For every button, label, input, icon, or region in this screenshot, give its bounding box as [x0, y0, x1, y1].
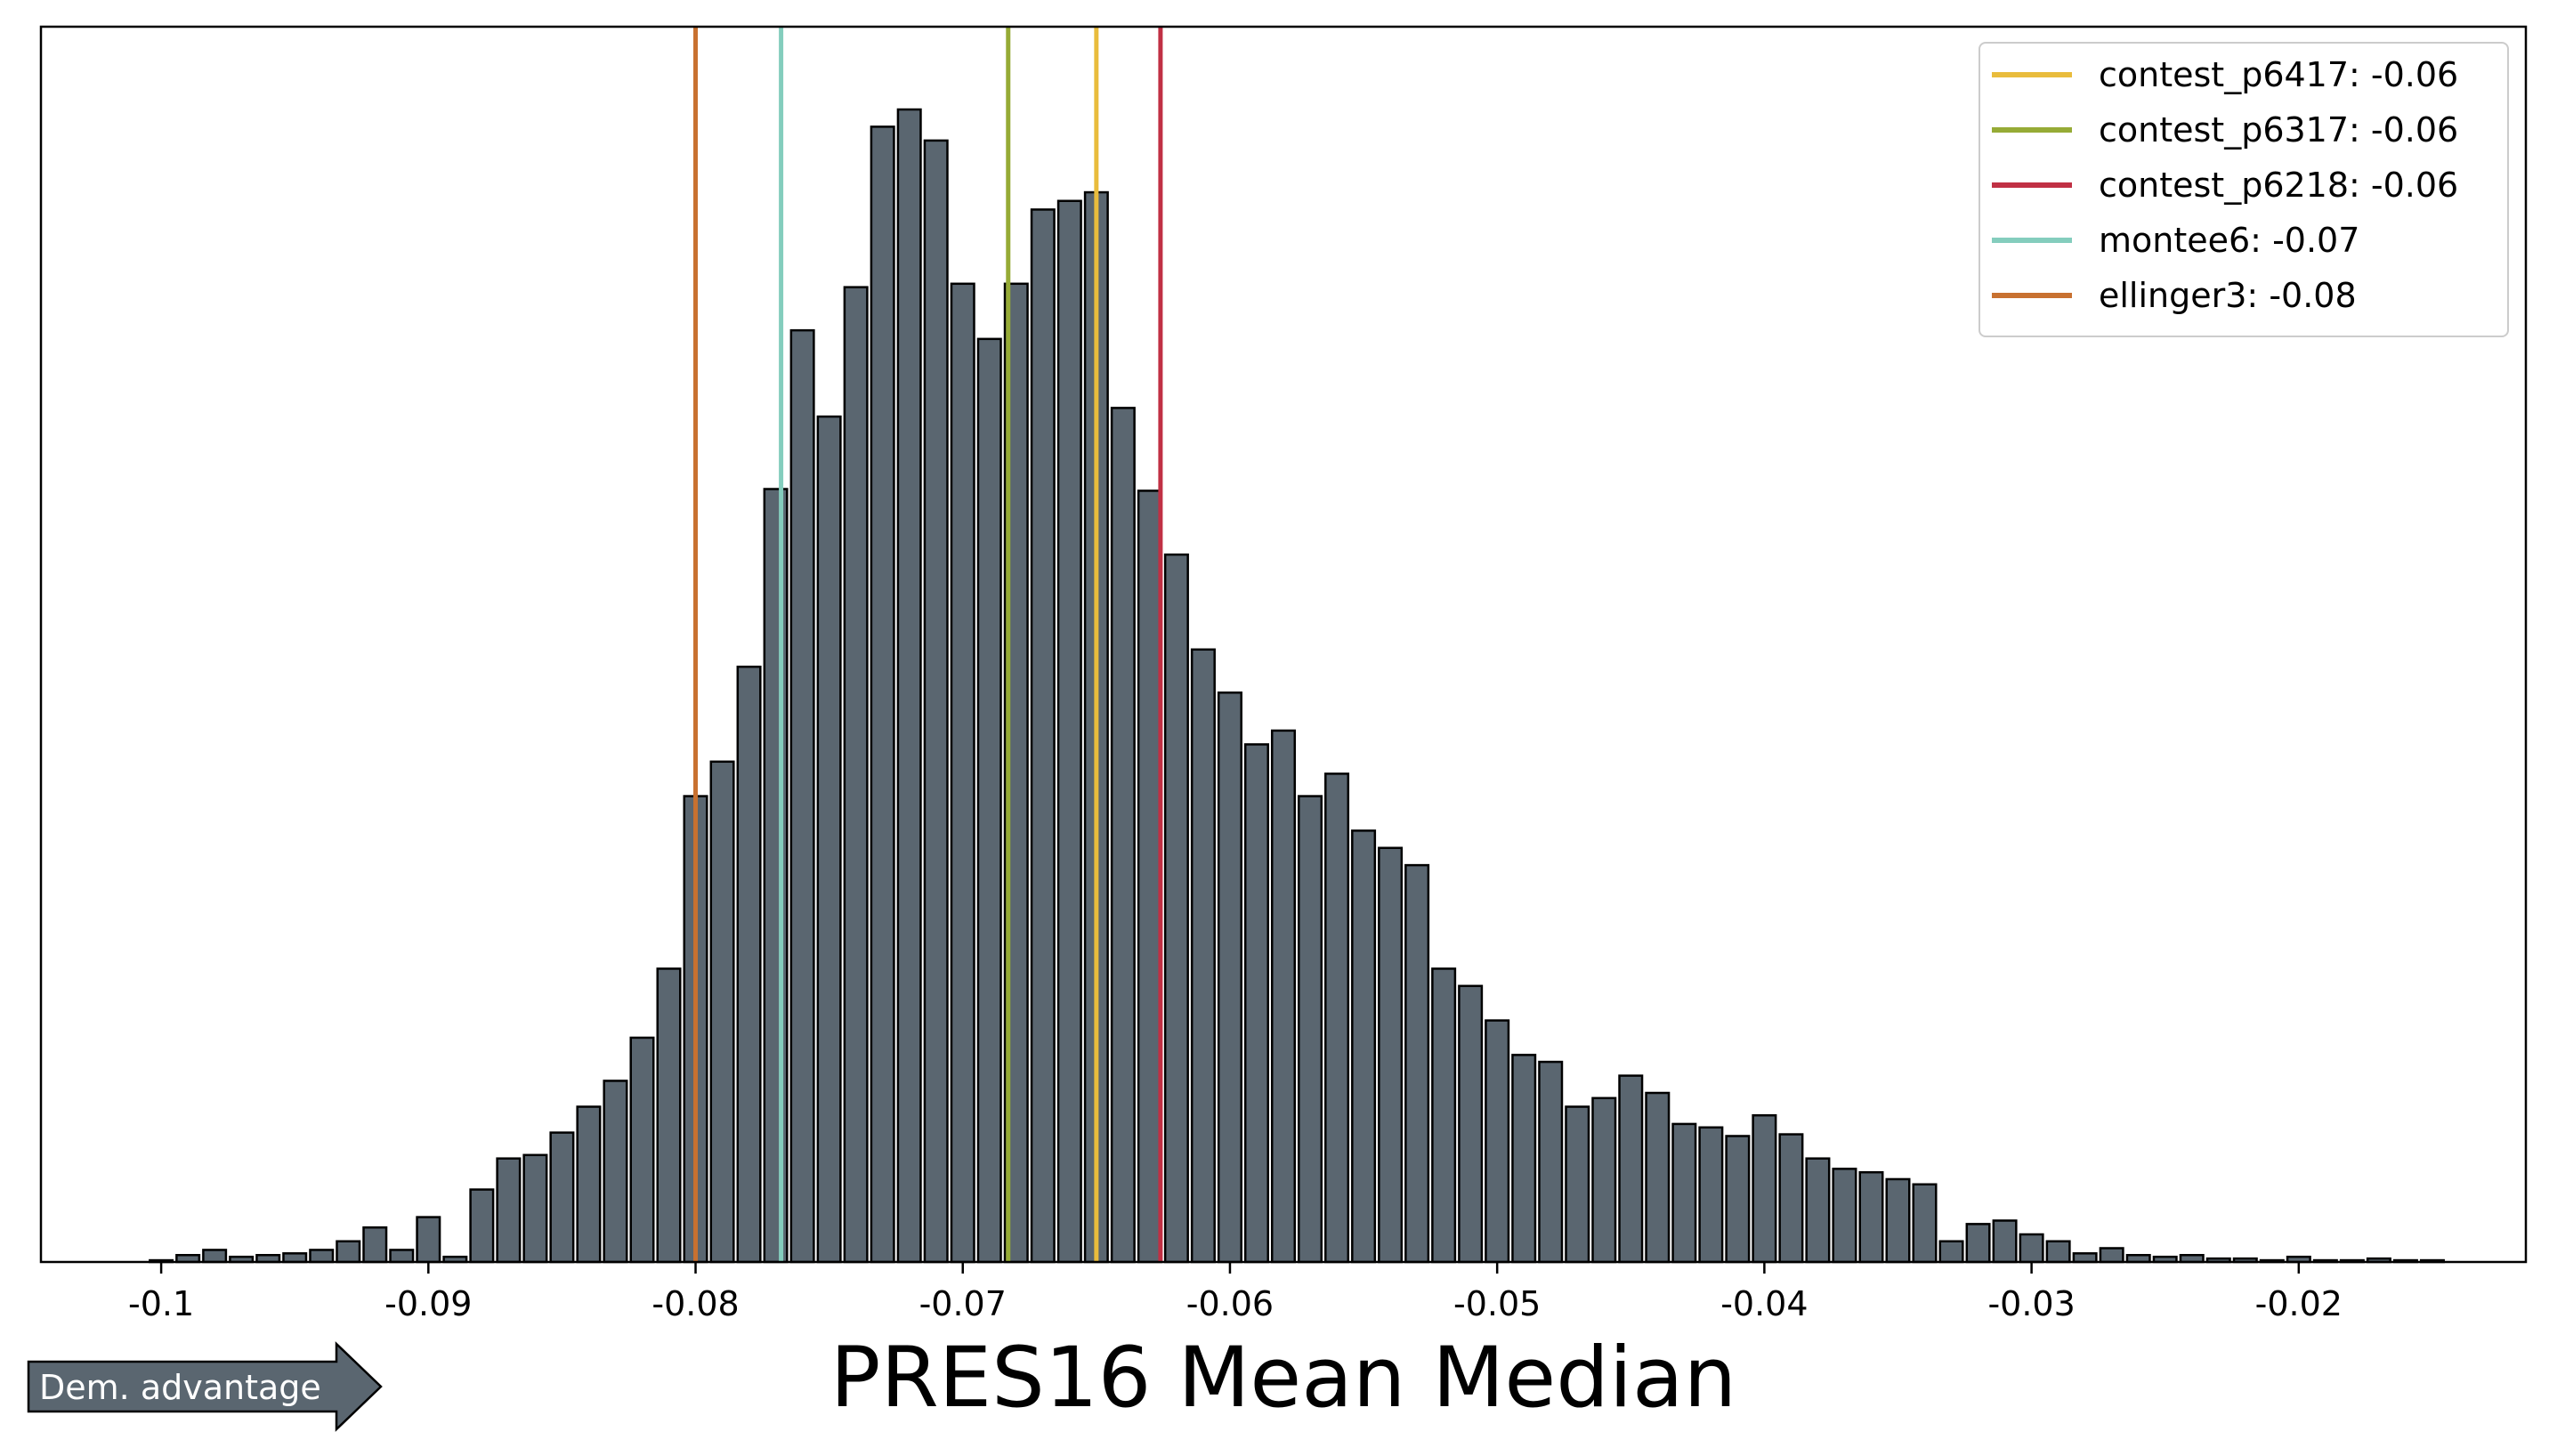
legend-entry-label: montee6: -0.07 [2099, 221, 2359, 260]
x-tick-label: -0.03 [1987, 1284, 2075, 1323]
histogram-bar [2072, 1252, 2098, 1264]
histogram-bar [1404, 863, 1430, 1264]
histogram-bar [416, 1216, 441, 1264]
histogram-bar [1778, 1133, 1804, 1264]
histogram-bar [202, 1249, 228, 1264]
histogram-bar [1351, 829, 1377, 1264]
histogram-bar [870, 125, 895, 1264]
histogram-bar [1190, 648, 1216, 1264]
histogram-bar [336, 1240, 361, 1264]
histogram-bar [629, 1036, 655, 1264]
histogram-bar [576, 1105, 602, 1264]
dem-advantage-label: Dem. advantage [39, 1368, 321, 1407]
legend-entry-label: contest_p6218: -0.06 [2099, 166, 2458, 205]
histogram-bar [923, 139, 949, 1264]
histogram-bar [896, 108, 922, 1264]
histogram-bar [816, 415, 842, 1264]
histogram-bar [522, 1153, 548, 1264]
plot-frame [39, 25, 2528, 1264]
legend-entry-label: contest_p6417: -0.06 [2099, 55, 2458, 94]
x-tick-label: -0.02 [2255, 1284, 2343, 1323]
histogram-bar [362, 1225, 388, 1264]
legend-entry-label: contest_p6317: -0.06 [2099, 110, 2458, 150]
histogram-bar [282, 1252, 308, 1264]
x-tick-label: -0.05 [1453, 1284, 1541, 1323]
x-tick-label: -0.06 [1186, 1284, 1274, 1323]
histogram-bar [309, 1249, 335, 1264]
histogram-bar [1591, 1096, 1617, 1264]
x-tick-label: -0.04 [1720, 1284, 1808, 1323]
histogram-bar [1618, 1074, 1644, 1264]
histogram-bar [1110, 407, 1136, 1264]
histogram-bar [789, 328, 815, 1264]
histogram-bar [496, 1157, 522, 1264]
arrow-shape [27, 1341, 383, 1432]
histogram-bar [1832, 1168, 1857, 1264]
histogram-bar [1992, 1219, 2018, 1264]
histogram-bar [950, 282, 975, 1264]
histogram-bar [1885, 1177, 1911, 1264]
histogram-bar [1645, 1091, 1671, 1264]
histogram-bar [1137, 489, 1162, 1264]
histogram-bar [469, 1188, 495, 1264]
histogram-bar [1671, 1122, 1697, 1264]
histogram-bar [736, 665, 762, 1264]
histogram-bar [1030, 208, 1056, 1264]
histogram-bar [763, 488, 789, 1264]
histogram-bar [656, 967, 682, 1264]
histogram-bar [2099, 1247, 2124, 1264]
legend-entry-label: ellinger3: -0.08 [2099, 276, 2357, 315]
histogram-bar [1912, 1183, 1938, 1264]
histogram-bar [1752, 1113, 1777, 1264]
histogram-bar [1056, 199, 1082, 1264]
legend-box [1979, 42, 2509, 337]
histogram-bar [1298, 795, 1323, 1264]
histogram-bar [2019, 1233, 2044, 1264]
x-axis-label: PRES16 Mean Median [830, 1330, 1736, 1427]
x-tick-label: -0.1 [128, 1284, 194, 1323]
histogram-bar [1725, 1135, 1751, 1264]
histogram-bar [1458, 984, 1484, 1264]
histogram-bar [843, 286, 869, 1264]
histogram-bar [1858, 1170, 1884, 1264]
histogram-bar [389, 1249, 415, 1264]
histogram-bar [549, 1131, 575, 1264]
histogram-bar [1538, 1060, 1564, 1264]
histogram-bar [2045, 1240, 2071, 1264]
histogram-bar [1243, 743, 1269, 1264]
histogram-bar [1378, 846, 1404, 1264]
histogram-bar [1163, 553, 1189, 1264]
histogram-bar [1324, 772, 1350, 1264]
legend: contest_p6417: -0.06 contest_p6317: -0.06… [1979, 42, 2509, 337]
dem-advantage-arrow: Dem. advantage [27, 1341, 383, 1432]
histogram-bar [603, 1080, 628, 1264]
histogram-bar [1805, 1157, 1831, 1264]
histogram-bar [1938, 1240, 1964, 1264]
histogram-bar [1431, 967, 1457, 1264]
x-tick-label: -0.07 [919, 1284, 1007, 1323]
x-axis-ticks: -0.1 -0.09 -0.08 -0.07 -0.06 -0.05 -0.04 -0.03 -… [128, 1262, 2343, 1323]
histogram-bar [1217, 692, 1242, 1264]
reference-lines-group [693, 27, 1163, 1262]
histogram-bar [976, 337, 1002, 1264]
histogram-bar [709, 760, 735, 1264]
histogram-bar [1485, 1019, 1510, 1264]
x-tick-label: -0.08 [651, 1284, 739, 1323]
histogram-bar [1511, 1054, 1537, 1264]
x-tick-label: -0.09 [384, 1284, 472, 1323]
histogram-bar [1965, 1223, 1991, 1264]
histogram-bar [1698, 1126, 1724, 1264]
histogram-bar [1565, 1105, 1590, 1264]
histogram-bar [1270, 729, 1297, 1264]
